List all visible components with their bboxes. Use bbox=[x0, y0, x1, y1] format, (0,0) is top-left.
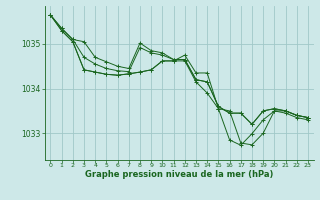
X-axis label: Graphe pression niveau de la mer (hPa): Graphe pression niveau de la mer (hPa) bbox=[85, 170, 273, 179]
